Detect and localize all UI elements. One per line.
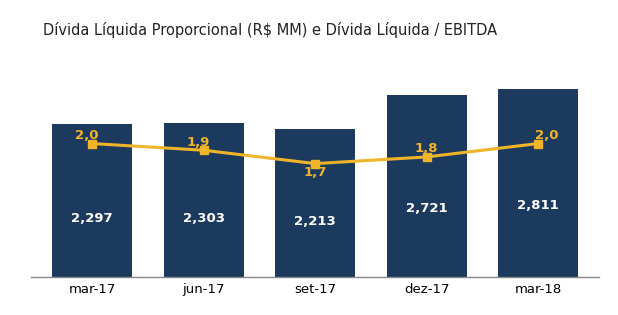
Bar [498, 89, 578, 277]
Text: 1,9: 1,9 [187, 136, 210, 149]
Bar [52, 124, 132, 277]
Text: 2,721: 2,721 [406, 202, 447, 215]
Text: 2,0: 2,0 [75, 129, 98, 142]
Text: 2,811: 2,811 [517, 199, 559, 212]
Bar [275, 129, 355, 277]
Bar [386, 95, 467, 277]
Bar [164, 123, 244, 277]
Text: 2,213: 2,213 [294, 215, 336, 227]
Text: 1,7: 1,7 [303, 166, 327, 180]
Text: 2,297: 2,297 [72, 212, 113, 225]
Text: 1,8: 1,8 [415, 142, 438, 155]
Text: 2,0: 2,0 [535, 129, 559, 142]
Text: 2,303: 2,303 [183, 212, 225, 225]
Text: Dívida Líquida Proporcional (R$ MM) e Dívida Líquida / EBITDA: Dívida Líquida Proporcional (R$ MM) e Dí… [43, 22, 497, 38]
